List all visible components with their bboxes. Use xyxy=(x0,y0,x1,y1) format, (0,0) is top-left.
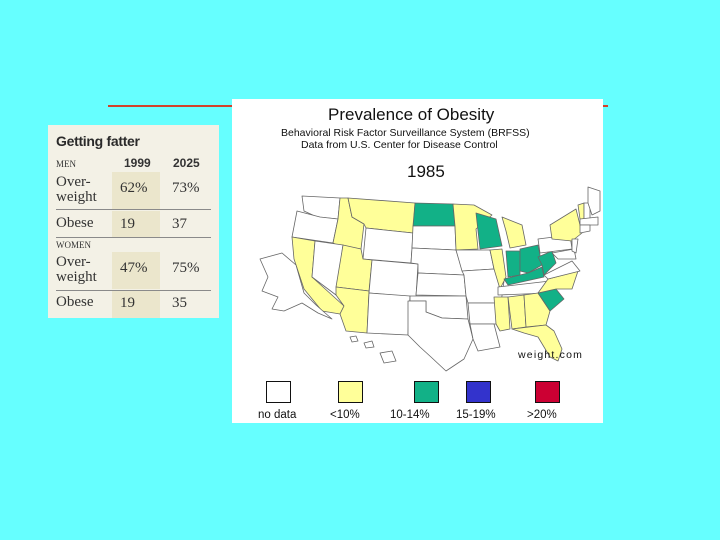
value-2025: 35 xyxy=(172,295,187,311)
group-women-label: WOMEN xyxy=(56,240,91,250)
legend-swatch-gt20 xyxy=(535,381,560,403)
year1-header: 1999 xyxy=(124,156,151,170)
state-florida xyxy=(511,324,563,362)
state-vermont xyxy=(577,202,585,220)
state-virginia xyxy=(543,260,581,280)
table-row: Over- weight 62% 73% xyxy=(48,172,219,209)
row-label-line1: Over- xyxy=(56,254,91,270)
state-alaska xyxy=(259,252,333,320)
state-new-mexico xyxy=(366,292,411,336)
state-wyoming xyxy=(362,227,414,264)
brand-label: weight.com xyxy=(518,349,584,361)
state-north-dakota xyxy=(412,202,456,227)
state-maryland xyxy=(551,248,577,260)
map-subtitle-line2: Data from U.S. Center for Disease Contro… xyxy=(301,139,498,151)
legend-label-lt10: <10% xyxy=(330,409,360,421)
state-hawaii-3 xyxy=(379,350,397,364)
legend-label-10-14: 10-14% xyxy=(390,409,430,421)
map-subtitle-line1: Behavioral Risk Factor Surveillance Syst… xyxy=(281,127,530,139)
obesity-stats-table: Getting fatter MEN 1999 2025 Over- weigh… xyxy=(48,125,219,318)
legend-label-no-data: no data xyxy=(258,409,297,421)
state-new-jersey xyxy=(571,238,579,254)
state-new-york xyxy=(549,208,583,242)
row-label-line2: weight xyxy=(56,269,97,285)
us-states-map xyxy=(259,186,601,372)
state-louisiana xyxy=(469,323,501,352)
table-header-women: WOMEN xyxy=(48,238,219,252)
table-row: Obese 19 35 xyxy=(48,291,219,318)
state-texas xyxy=(407,300,474,372)
state-michigan xyxy=(501,216,527,249)
state-kansas xyxy=(415,272,467,297)
value-1999: 19 xyxy=(120,216,135,232)
group-men-label: MEN xyxy=(56,159,76,169)
state-wisconsin xyxy=(475,212,503,250)
row-label: Obese xyxy=(56,294,94,310)
state-ohio xyxy=(519,244,543,274)
divider xyxy=(56,237,211,238)
state-massachusetts xyxy=(579,216,599,226)
state-iowa xyxy=(455,249,495,272)
state-nebraska xyxy=(410,247,465,276)
row-label-line1: Over- xyxy=(56,174,91,190)
table-row: Over- weight 47% 75% xyxy=(48,252,219,289)
map-subtitle: Behavioral Risk Factor Surveillance Syst… xyxy=(281,127,530,151)
value-2025: 73% xyxy=(172,180,200,196)
table-header-men: MEN 1999 2025 xyxy=(56,156,216,172)
state-arkansas xyxy=(467,302,499,325)
state-colorado xyxy=(368,259,419,298)
value-2025: 75% xyxy=(172,260,200,276)
year2-header: 2025 xyxy=(173,156,200,170)
divider xyxy=(56,209,211,210)
state-maine xyxy=(587,186,601,216)
value-1999: 47% xyxy=(120,260,148,276)
divider xyxy=(56,290,211,291)
legend-swatch-10-14 xyxy=(414,381,439,403)
state-south-dakota xyxy=(411,225,457,251)
legend-label-15-19: 15-19% xyxy=(456,409,496,421)
value-2025: 37 xyxy=(172,216,187,232)
map-year: 1985 xyxy=(407,162,445,181)
state-connecticut xyxy=(579,224,591,234)
legend-swatch-no-data xyxy=(266,381,291,403)
state-hawaii-2 xyxy=(363,340,375,349)
state-mississippi xyxy=(493,296,511,332)
legend-swatch-lt10 xyxy=(338,381,363,403)
obesity-map-figure: Prevalence of Obesity Behavioral Risk Fa… xyxy=(232,99,603,423)
state-hawaii xyxy=(349,335,359,343)
table-row: Obese 19 37 xyxy=(48,211,219,237)
state-indiana xyxy=(505,250,521,278)
state-alabama xyxy=(507,294,527,330)
row-label-line2: weight xyxy=(56,189,97,205)
map-title: Prevalence of Obesity xyxy=(328,105,495,124)
state-illinois xyxy=(489,248,507,290)
legend-label-gt20: >20% xyxy=(527,409,557,421)
legend-swatch-15-19 xyxy=(466,381,491,403)
table-title: Getting fatter xyxy=(56,133,140,149)
value-1999: 19 xyxy=(120,295,135,311)
value-1999: 62% xyxy=(120,180,148,196)
row-label: Obese xyxy=(56,215,94,231)
